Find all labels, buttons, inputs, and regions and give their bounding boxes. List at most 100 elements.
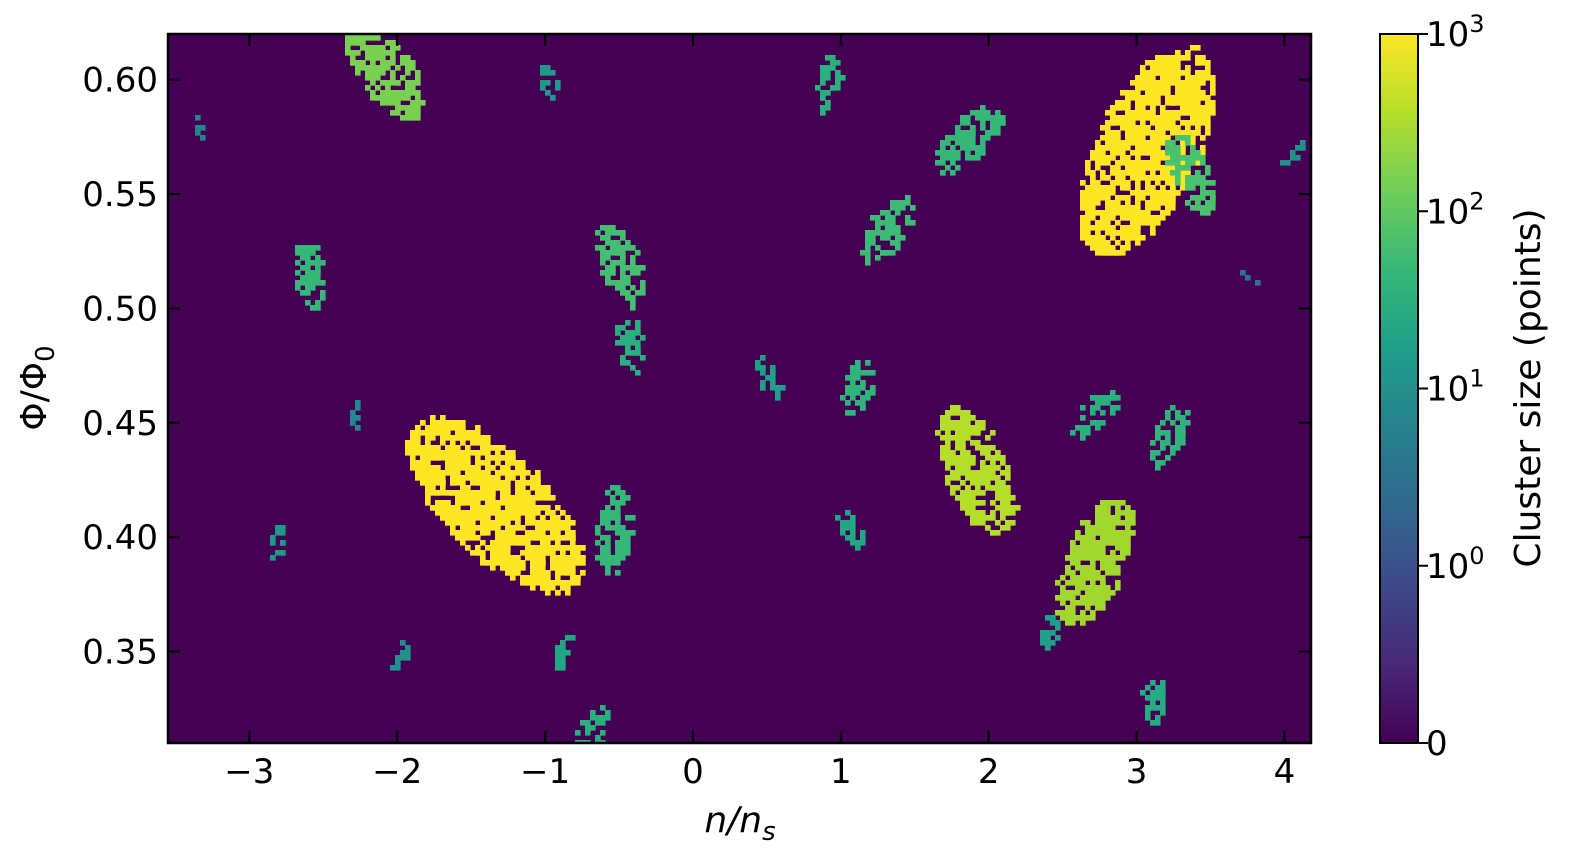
cluster-cell — [1165, 135, 1171, 141]
cluster-cell — [980, 420, 986, 426]
cluster-cell — [620, 495, 626, 501]
cluster-cell — [985, 470, 991, 476]
cluster-cell — [375, 45, 381, 51]
cluster-cell — [1165, 115, 1171, 121]
cluster-cell — [515, 520, 521, 526]
cluster-cell — [1145, 145, 1151, 151]
cluster-cell — [555, 535, 561, 541]
cluster-cell — [405, 85, 411, 91]
cluster-cell — [835, 70, 841, 76]
cluster-cell — [575, 745, 581, 751]
cluster-cell — [405, 440, 411, 446]
cluster-cell — [960, 490, 966, 496]
cluster-cell — [405, 450, 411, 456]
cluster-cell — [465, 465, 471, 471]
cluster-cell — [1205, 100, 1211, 106]
cluster-cell — [1160, 210, 1166, 216]
cluster-cell — [1180, 100, 1186, 106]
cluster-cell — [555, 660, 561, 666]
cluster-cell — [1000, 515, 1006, 521]
cluster-cell — [525, 540, 531, 546]
cluster-cell — [1160, 700, 1166, 706]
cluster-cell — [520, 485, 526, 491]
cluster-cell — [1080, 425, 1086, 431]
cluster-cell — [390, 95, 396, 101]
cluster-cell — [950, 420, 956, 426]
cluster-cell — [420, 100, 426, 106]
cluster-cell — [475, 475, 481, 481]
cluster-cell — [1055, 595, 1061, 601]
cluster-cell — [1095, 160, 1101, 166]
cluster-cell — [950, 410, 956, 416]
cluster-cell — [405, 655, 411, 661]
cluster-cell — [545, 490, 551, 496]
cluster-cell — [605, 550, 611, 556]
cluster-cell — [610, 525, 616, 531]
cluster-cell — [1135, 200, 1141, 206]
cluster-cell — [845, 525, 851, 531]
cluster-cell — [310, 270, 316, 276]
cluster-cell — [485, 560, 491, 566]
cluster-cell — [515, 555, 521, 561]
cluster-cell — [390, 50, 396, 56]
cluster-cell — [1000, 480, 1006, 486]
cluster-cell — [460, 515, 466, 521]
cluster-cell — [940, 425, 946, 431]
cluster-cell — [1085, 230, 1091, 236]
cluster-cell — [555, 650, 561, 656]
cluster-cell — [950, 145, 956, 151]
cluster-cell — [1165, 170, 1171, 176]
cluster-cell — [1130, 190, 1136, 196]
cluster-cell — [620, 525, 626, 531]
cluster-cell — [975, 110, 981, 116]
cluster-cell — [535, 495, 541, 501]
cluster-cell — [490, 540, 496, 546]
cluster-cell — [1065, 555, 1071, 561]
cluster-cell — [565, 520, 571, 526]
cluster-cell — [1150, 95, 1156, 101]
cluster-cell — [390, 75, 396, 81]
cluster-cell — [435, 490, 441, 496]
cluster-cell — [960, 450, 966, 456]
cluster-cell — [535, 490, 541, 496]
cluster-cell — [610, 495, 616, 501]
cluster-cell — [475, 515, 481, 521]
cluster-cell — [1180, 120, 1186, 126]
cluster-cell — [1195, 85, 1201, 91]
cluster-cell — [505, 535, 511, 541]
cluster-cell — [1110, 410, 1116, 416]
cluster-cell — [635, 265, 641, 271]
cluster-cell — [760, 380, 766, 386]
cluster-cell — [1190, 185, 1196, 191]
cluster-cell — [425, 475, 431, 481]
cluster-cell — [595, 720, 601, 726]
cluster-cell — [1185, 130, 1191, 136]
cluster-cell — [1105, 220, 1111, 226]
cluster-cell — [625, 345, 631, 351]
cluster-cell — [1120, 555, 1126, 561]
cluster-cell — [1180, 425, 1186, 431]
cluster-cell — [1170, 175, 1176, 181]
cluster-cell — [980, 490, 986, 496]
cluster-cell — [610, 500, 616, 506]
cluster-cell — [1160, 105, 1166, 111]
cluster-cell — [1095, 575, 1101, 581]
cluster-cell — [455, 455, 461, 461]
cluster-cell — [1090, 575, 1096, 581]
cluster-cell — [410, 440, 416, 446]
cluster-cell — [975, 155, 981, 161]
cluster-cell — [1145, 130, 1151, 136]
cluster-cell — [1150, 205, 1156, 211]
cluster-cell — [935, 150, 941, 156]
cluster-cell — [1210, 110, 1216, 116]
cluster-cell — [505, 480, 511, 486]
cluster-cell — [1125, 110, 1131, 116]
cluster-cell — [620, 325, 626, 331]
x-axis-label: n/ns — [704, 800, 775, 847]
cluster-cell — [470, 450, 476, 456]
cluster-cell — [545, 545, 551, 551]
cluster-cell — [1005, 495, 1011, 501]
cluster-cell — [950, 160, 956, 166]
cluster-cell — [455, 515, 461, 521]
cluster-cell — [1075, 425, 1081, 431]
